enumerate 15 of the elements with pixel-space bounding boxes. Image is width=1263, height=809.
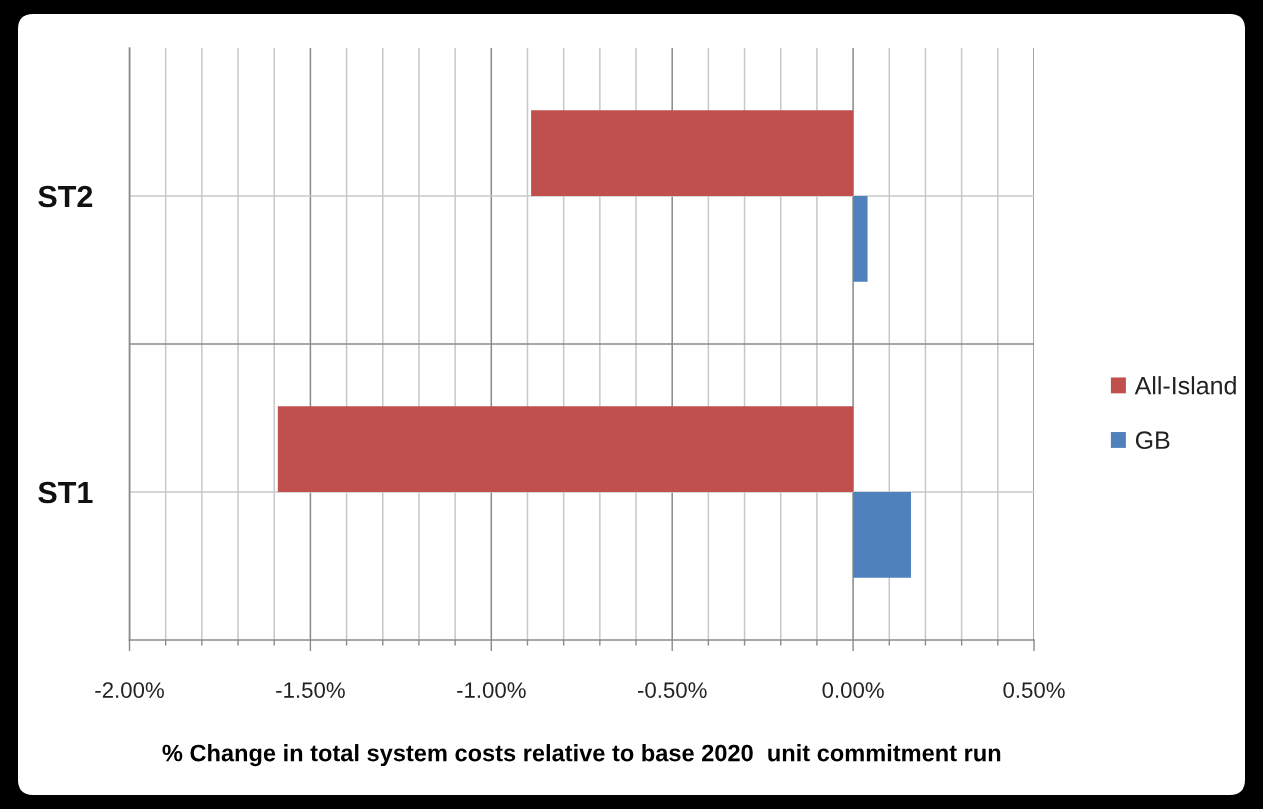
bar (853, 196, 868, 282)
bar (277, 406, 854, 492)
x-tick-label: -0.50% (637, 682, 707, 698)
x-tick-label: -1.00% (457, 682, 526, 698)
x-tick-label: -2.00% (95, 682, 164, 698)
x-tick-label: 0.00% (822, 682, 884, 698)
bar (853, 492, 911, 578)
y-tick-label: ST2 (38, 185, 93, 208)
y-tick-label: ST1 (38, 481, 93, 504)
legend-label: GB (1135, 431, 1170, 450)
legend-label: All-Island (1134, 376, 1236, 395)
x-tick-label: -1.50% (276, 682, 345, 698)
x-axis-title: % Change in total system costs relative to base 2020 unit commitment run (162, 744, 1001, 767)
x-tick-label: 0.50% (1003, 682, 1065, 698)
bar (531, 110, 854, 196)
